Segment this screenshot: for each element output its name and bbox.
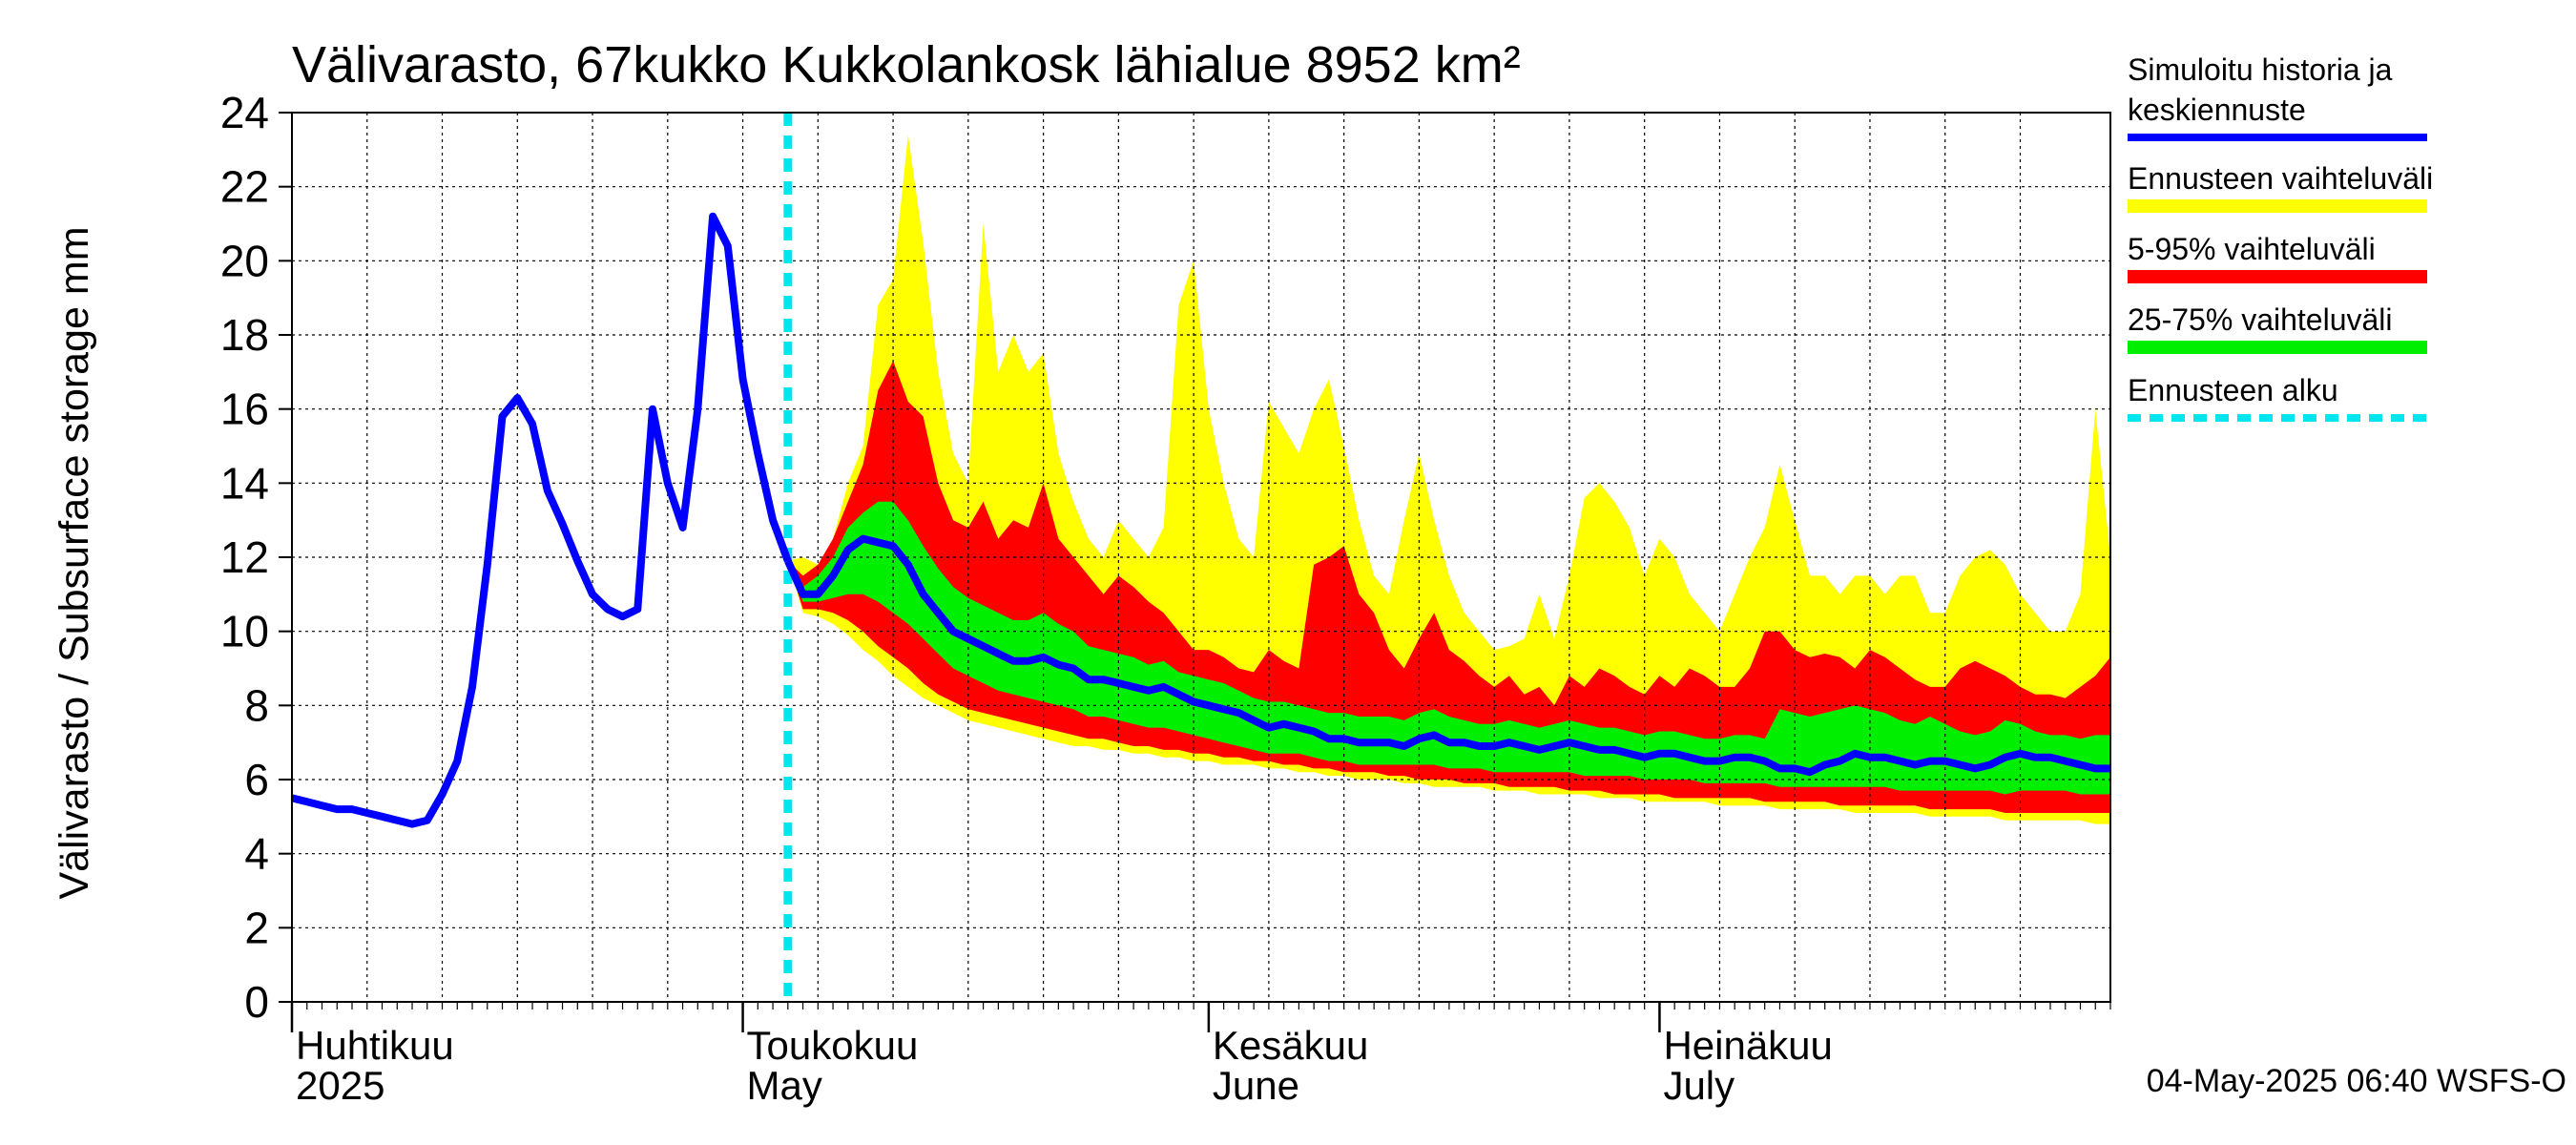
y-tick-label: 22 <box>220 162 269 212</box>
forecast-median-line <box>784 534 2110 777</box>
legend-label: 5-95% vaihteluväli <box>2128 232 2376 266</box>
month-label-fi: Heinäkuu <box>1663 1023 1832 1068</box>
legend-label: Ennusteen alku <box>2128 373 2338 407</box>
month-label-en: 2025 <box>296 1063 384 1108</box>
grid-lines <box>292 113 2110 1002</box>
history-line <box>291 212 792 828</box>
legend-label: Ennusteen vaihteluväli <box>2128 161 2433 196</box>
month-label-fi: Toukokuu <box>747 1023 919 1068</box>
y-tick-label: 14 <box>220 458 269 508</box>
forecast-bands <box>787 135 2110 824</box>
band-25-75 <box>787 501 2110 795</box>
y-tick-label: 16 <box>220 385 269 434</box>
timestamp-footer: 04-May-2025 06:40 WSFS-O <box>2147 1063 2566 1099</box>
legend-label: keskiennuste <box>2128 93 2306 127</box>
legend: Simuloitu historia ja keskiennuste Ennuste… <box>2128 52 2433 422</box>
y-axis-label: Välivarasto / Subsurface storage mm <box>52 226 97 899</box>
legend-label: 25-75% vaihteluväli <box>2128 302 2393 337</box>
y-tick-label: 2 <box>244 903 269 952</box>
axes: 024681012141618202224Huhtikuu2025Toukoku… <box>220 88 2111 1108</box>
month-label-en: July <box>1663 1063 1735 1108</box>
y-tick-label: 12 <box>220 532 269 582</box>
y-tick-label: 4 <box>244 829 269 879</box>
month-label-en: June <box>1213 1063 1299 1108</box>
series-lines <box>291 113 2110 1002</box>
y-tick-label: 6 <box>244 755 269 804</box>
y-tick-label: 20 <box>220 236 269 285</box>
y-tick-label: 10 <box>220 607 269 656</box>
chart-title: Välivarasto, 67kukko Kukkolankosk lähial… <box>292 36 1521 94</box>
y-tick-label: 18 <box>220 310 269 360</box>
y-tick-label: 0 <box>244 977 269 1027</box>
month-label-en: May <box>747 1063 822 1108</box>
month-label-fi: Huhtikuu <box>296 1023 454 1068</box>
legend-label: Simuloitu historia ja <box>2128 52 2393 87</box>
y-tick-label: 24 <box>220 88 269 137</box>
y-tick-label: 8 <box>244 680 269 730</box>
month-label-fi: Kesäkuu <box>1213 1023 1368 1068</box>
